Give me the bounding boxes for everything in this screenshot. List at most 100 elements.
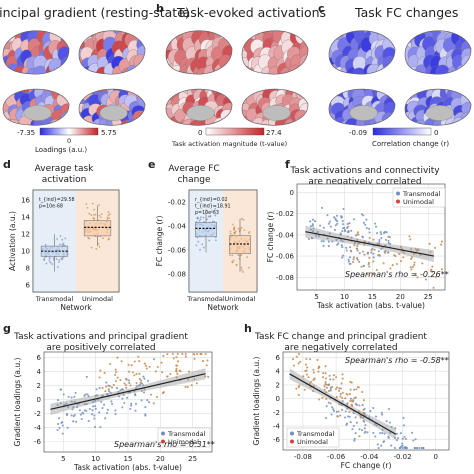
e-point-1-67 <box>233 232 235 234</box>
g-point-16 <box>134 402 138 406</box>
g-point-50 <box>143 362 146 365</box>
d-ytick-4: 14 <box>21 214 30 222</box>
panel-b-letter: b <box>156 2 164 15</box>
g-point-76 <box>201 360 205 363</box>
d-point-0-52 <box>45 262 48 265</box>
g-point-73 <box>130 404 133 407</box>
g-legend-label-0: Transmodal <box>167 430 206 438</box>
h-point-98 <box>381 413 384 416</box>
d-frame-top <box>32 189 120 293</box>
g-point-141 <box>100 400 103 403</box>
d-point-0-18 <box>58 261 60 264</box>
f-point-199 <box>362 214 365 217</box>
g-point-54 <box>205 364 208 367</box>
f-point-161 <box>345 246 348 249</box>
d-point-1-58 <box>94 213 97 216</box>
h-point-43 <box>349 380 352 384</box>
d-point-1-31 <box>87 236 90 239</box>
h-point-60 <box>337 410 340 413</box>
g-point-19 <box>123 382 126 385</box>
h-point-188 <box>337 389 341 392</box>
panel-f-title-line-0: Task activations and connectivity <box>289 166 440 176</box>
f-ytick-3: -0.06 <box>276 253 295 261</box>
e-point-0-35 <box>200 216 202 218</box>
g-point-31 <box>74 420 78 423</box>
f-point-227 <box>352 258 355 261</box>
e-point-1-2 <box>231 223 234 226</box>
h-point-132 <box>357 386 360 389</box>
e-point-0-68 <box>211 220 214 223</box>
f-point-172 <box>353 244 356 247</box>
g-point-11 <box>61 432 64 435</box>
h-point-86 <box>341 373 344 376</box>
f-point-226 <box>353 242 356 245</box>
d-point-1-38 <box>97 242 100 245</box>
d-point-1-56 <box>107 214 110 217</box>
h-point-115 <box>412 439 415 442</box>
f-point-218 <box>362 264 366 267</box>
g-point-66 <box>126 396 129 399</box>
e-point-0-44 <box>211 210 213 213</box>
f-point-138 <box>326 214 329 217</box>
g-point-117 <box>143 391 146 394</box>
g-point-8 <box>96 394 99 397</box>
f-point-133 <box>356 231 360 234</box>
g-point-219 <box>162 391 165 394</box>
d-stat-0: t_{ind}=29.58 <box>39 197 75 203</box>
h-point-81 <box>353 388 356 391</box>
panel-g-letter: g <box>3 322 11 335</box>
h-point-212 <box>325 405 328 408</box>
h-point-186 <box>299 360 302 363</box>
f-point-163 <box>335 214 339 217</box>
f-point-11 <box>368 227 371 230</box>
f-point-110 <box>429 270 432 273</box>
f-point-128 <box>317 235 321 238</box>
h-point-172 <box>322 376 325 379</box>
g-xtick-4: 25 <box>188 455 197 463</box>
g-point-21 <box>83 403 86 406</box>
h-point-155 <box>372 431 375 435</box>
f-point-147 <box>410 247 413 251</box>
h-point-203 <box>403 446 406 450</box>
g-point-83 <box>196 352 199 356</box>
g-point-78 <box>120 360 123 363</box>
g-point-193 <box>121 388 124 391</box>
h-point-78 <box>329 378 332 381</box>
f-point-86 <box>375 268 378 271</box>
f-point-224 <box>335 238 338 241</box>
g-point-168 <box>121 397 124 400</box>
g-point-189 <box>56 403 59 406</box>
h-ytick-2: 2 <box>276 381 280 389</box>
e-point-1-50 <box>247 266 250 269</box>
f-xtick-4: 25 <box>424 293 433 301</box>
f-point-100 <box>403 251 406 254</box>
h-point-103 <box>295 387 298 390</box>
g-point-109 <box>92 405 95 408</box>
e-point-1-13 <box>229 254 231 257</box>
h-point-72 <box>395 439 398 442</box>
f-point-84 <box>347 260 350 263</box>
f-point-70 <box>368 265 371 268</box>
h-point-49 <box>373 423 376 426</box>
f-point-134 <box>432 286 435 289</box>
g-point-146 <box>119 378 122 382</box>
d-point-1-41 <box>108 217 111 220</box>
f-xtick-0: 5 <box>314 293 318 301</box>
f-point-160 <box>402 256 405 259</box>
e-box-0 <box>195 222 217 238</box>
colorbar-b-label: Task activation magnitude (t-value) <box>171 140 287 148</box>
d-point-0-45 <box>48 257 51 260</box>
h-point-124 <box>345 392 348 395</box>
g-point-213 <box>153 358 156 361</box>
h-point-206 <box>358 435 361 438</box>
g-point-211 <box>138 378 141 381</box>
f-point-42 <box>341 240 344 243</box>
e-point-0-63 <box>197 217 200 220</box>
h-point-114 <box>413 446 416 450</box>
f-point-68 <box>374 225 378 228</box>
e-point-0-17 <box>198 219 201 222</box>
f-point-220 <box>363 240 366 243</box>
d-point-0-31 <box>58 259 61 262</box>
g-point-215 <box>98 376 101 379</box>
